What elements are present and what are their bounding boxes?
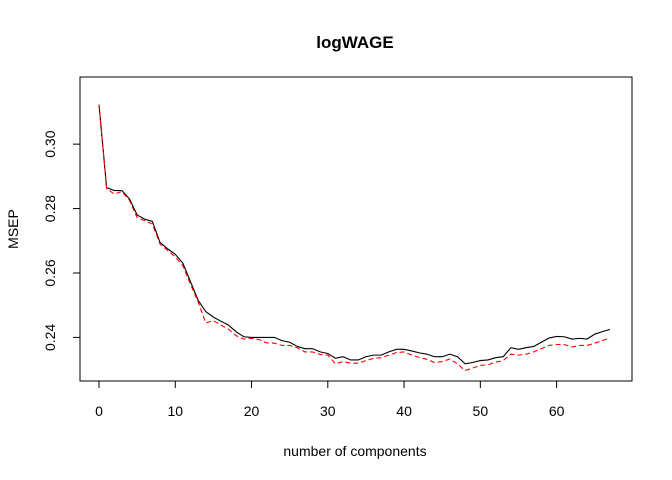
- axes: 0 10 20 30 40 50 60 0.24 0.26 0.28 0.30: [42, 130, 565, 419]
- x-axis-label: number of components: [283, 443, 426, 459]
- x-tick-label: 40: [396, 403, 412, 419]
- x-tick-label: 0: [95, 403, 103, 419]
- x-tick-label: 20: [244, 403, 260, 419]
- y-axis-label: MSEP: [5, 209, 21, 249]
- series-line-solid: [98, 104, 611, 365]
- series-line-dashed: [98, 104, 611, 372]
- y-tick-label: 0.24: [42, 324, 58, 351]
- series-lines: [98, 104, 611, 372]
- y-tick-label: 0.28: [42, 195, 58, 222]
- x-tick-label: 60: [549, 403, 565, 419]
- chart-title: logWAGE: [316, 33, 393, 52]
- x-tick-label: 50: [473, 403, 489, 419]
- y-tick-label: 0.26: [42, 259, 58, 286]
- x-tick-label: 30: [320, 403, 336, 419]
- y-tick-label: 0.30: [42, 130, 58, 157]
- x-tick-label: 10: [167, 403, 183, 419]
- plot-frame: [79, 76, 633, 382]
